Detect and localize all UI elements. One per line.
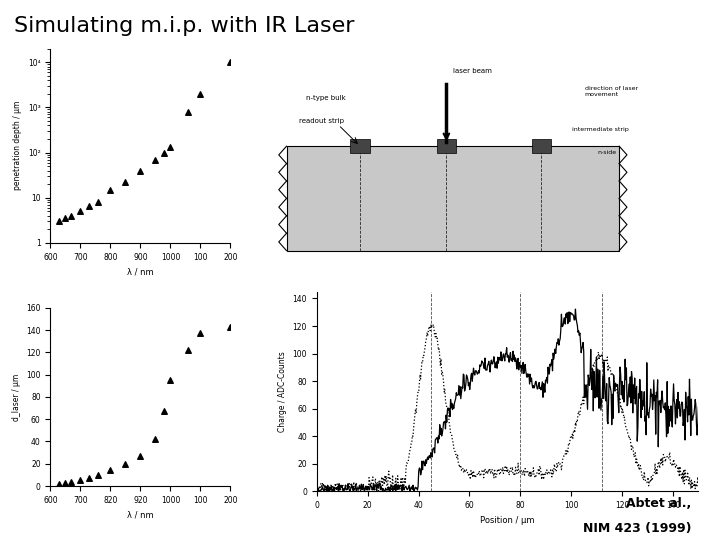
Point (84, 202, 95, 211)
Point (60, 478, 71, 487)
Point (93, 470, 104, 479)
Point (66, 477, 77, 486)
Text: NIM 423 (1999): NIM 423 (1999) (582, 522, 691, 535)
Text: direction of laser
movement: direction of laser movement (585, 86, 638, 97)
Point (183, 107, 194, 116)
Point (60, 214, 71, 222)
Point (75, 476, 86, 485)
Bar (351, 139, 370, 153)
Point (150, 435, 161, 443)
Y-axis label: Charge / ADC-Counts: Charge / ADC-Counts (278, 351, 287, 432)
Point (158, 148, 170, 157)
Text: Abtet al.,: Abtet al., (626, 497, 691, 510)
Bar (287, 146, 619, 251)
Text: Simulating m.i.p. with IR Laser: Simulating m.i.p. with IR Laser (14, 16, 355, 36)
Text: laser beam: laser beam (453, 68, 492, 73)
Point (54, 217, 66, 226)
Bar (531, 139, 552, 153)
X-axis label: λ / nm: λ / nm (127, 510, 153, 519)
Point (66, 212, 77, 220)
Point (165, 143, 176, 152)
Y-axis label: d_laser / µm: d_laser / µm (12, 373, 21, 421)
Text: readout strip: readout strip (299, 118, 343, 124)
Point (165, 376, 176, 384)
Point (183, 346, 194, 354)
Y-axis label: penetration depth / µm: penetration depth / µm (14, 101, 22, 191)
Point (194, 90, 206, 98)
X-axis label: Position / µm: Position / µm (480, 516, 535, 525)
X-axis label: λ / nm: λ / nm (127, 267, 153, 276)
Point (225, 58, 236, 66)
Point (150, 156, 161, 164)
Point (120, 460, 131, 468)
Point (194, 329, 206, 338)
Point (54, 480, 66, 488)
Point (120, 178, 131, 187)
Bar (437, 139, 456, 153)
Point (158, 407, 170, 416)
Text: n-side: n-side (598, 150, 617, 155)
Point (104, 186, 116, 194)
Point (93, 198, 104, 206)
Text: intermediate strip: intermediate strip (572, 127, 629, 132)
Text: n-type bulk: n-type bulk (305, 94, 346, 101)
Point (75, 207, 86, 215)
Point (84, 474, 95, 483)
Point (225, 322, 236, 331)
Point (104, 466, 116, 475)
Point (135, 451, 146, 460)
Point (135, 166, 146, 175)
